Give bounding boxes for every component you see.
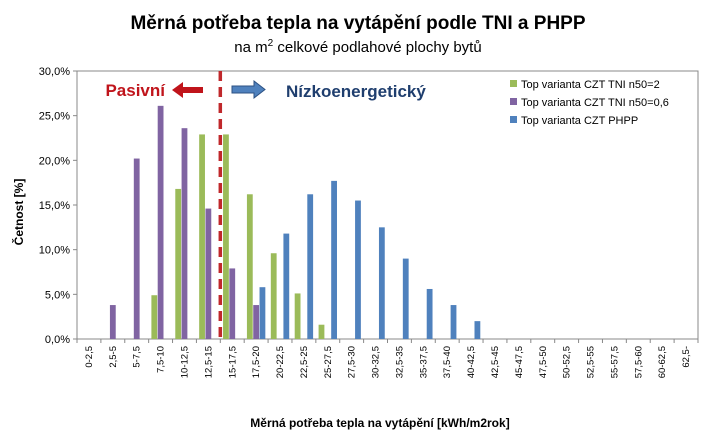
bar xyxy=(109,305,116,339)
chart-subtitle: na m2 celkové podlahové plochy bytů xyxy=(234,38,481,56)
bar xyxy=(307,194,314,339)
bar xyxy=(402,258,409,339)
annotation-pasivni: Pasivní xyxy=(105,81,166,100)
x-tick-label: 2,5-5 xyxy=(108,346,119,368)
x-tick-label: 0-2,5 xyxy=(84,346,95,368)
x-tick-label: 27,5-30 xyxy=(347,346,358,378)
x-tick-label: 35-37,5 xyxy=(418,346,429,378)
bar xyxy=(223,134,229,339)
arrow-left-icon xyxy=(172,82,203,98)
plot-border xyxy=(76,70,699,340)
bar xyxy=(378,227,385,339)
y-tick-label: 30,0% xyxy=(39,66,70,78)
bar xyxy=(199,134,205,339)
chart-title: Měrná potřeba tepla na vytápění podle TN… xyxy=(130,13,585,34)
x-tick-label: 60-62,5 xyxy=(657,346,668,378)
x-tick-label: 10-12,5 xyxy=(179,346,190,378)
x-tick-label: 5-7,5 xyxy=(132,346,143,368)
x-tick-label: 50-52,5 xyxy=(562,346,573,378)
bar xyxy=(474,321,481,339)
legend: Top varianta CZT TNI n50=2 Top varianta C… xyxy=(510,79,669,127)
bar xyxy=(253,305,260,339)
legend-swatch xyxy=(510,116,517,123)
legend-label: Top varianta CZT TNI n50=2 xyxy=(521,79,660,91)
x-tick-label: 12,5-15 xyxy=(203,346,214,378)
y-tick-label: 25,0% xyxy=(39,111,70,123)
bar xyxy=(318,324,325,339)
bar xyxy=(355,200,361,339)
x-tick-label: 30-32,5 xyxy=(371,346,382,378)
y-tick-label: 10,0% xyxy=(39,245,70,257)
x-tick-label: 17,5-20 xyxy=(251,346,262,378)
bar xyxy=(175,188,182,339)
x-tick-label: 20-22,5 xyxy=(275,346,286,378)
arrow-right-icon xyxy=(231,79,266,100)
bar xyxy=(294,293,301,339)
x-tick-label: 42,5-45 xyxy=(490,346,501,378)
bar xyxy=(259,287,266,339)
x-tick-label: 7,5-10 xyxy=(156,346,167,373)
y-axis-label: Četnost [%] xyxy=(11,179,26,246)
y-tick-label: 0,0% xyxy=(45,334,70,346)
bar xyxy=(133,158,140,339)
annotation-nizkoenergeticky: Nízkoenergetický xyxy=(286,82,426,101)
bar xyxy=(229,268,236,339)
y-tick-label: 20,0% xyxy=(39,155,70,167)
x-tick-label: 45-47,5 xyxy=(514,346,525,378)
bar xyxy=(246,194,253,339)
subtitle-prefix: na m xyxy=(234,39,267,56)
bar xyxy=(181,128,188,339)
y-tick-label: 5,0% xyxy=(45,289,70,301)
bar xyxy=(450,305,457,339)
legend-label: Top varianta CZT TNI n50=0,6 xyxy=(521,97,669,109)
bar xyxy=(151,295,158,339)
bar xyxy=(331,180,337,339)
bar xyxy=(157,105,164,339)
bar xyxy=(426,288,433,339)
y-tick-label: 15,0% xyxy=(39,200,70,212)
x-tick-label: 62,5- xyxy=(681,346,692,368)
subtitle-superscript: 2 xyxy=(268,38,274,49)
x-tick-label: 57,5-60 xyxy=(633,346,644,378)
bar xyxy=(270,253,277,339)
x-tick-label: 22,5-25 xyxy=(299,346,310,378)
bar xyxy=(283,233,290,339)
legend-label: Top varianta CZT PHPP xyxy=(521,115,638,127)
x-tick-label: 40-42,5 xyxy=(466,346,477,378)
legend-swatch xyxy=(510,98,517,105)
plot-area: 0,0% 5,0% 10,0% 15,0% 20,0% 25,0% 30,0% 0-2,5 2,… xyxy=(39,66,699,378)
x-tick-label: 37,5-40 xyxy=(442,346,453,378)
x-tick-label: 52,5-55 xyxy=(586,346,597,378)
x-axis-label: Měrná potřeba tepla na vytápění [kWh/m2r… xyxy=(250,416,509,430)
x-tick-label: 32,5-35 xyxy=(394,346,405,378)
x-tick-label: 15-17,5 xyxy=(227,346,238,378)
x-tick-label: 47,5-50 xyxy=(538,346,549,378)
x-tick-label: 55-57,5 xyxy=(609,346,620,378)
subtitle-suffix: celkové podlahové plochy bytů xyxy=(273,39,481,56)
legend-swatch xyxy=(510,80,517,87)
bar xyxy=(205,208,212,339)
x-tick-label: 25-27,5 xyxy=(323,346,334,378)
